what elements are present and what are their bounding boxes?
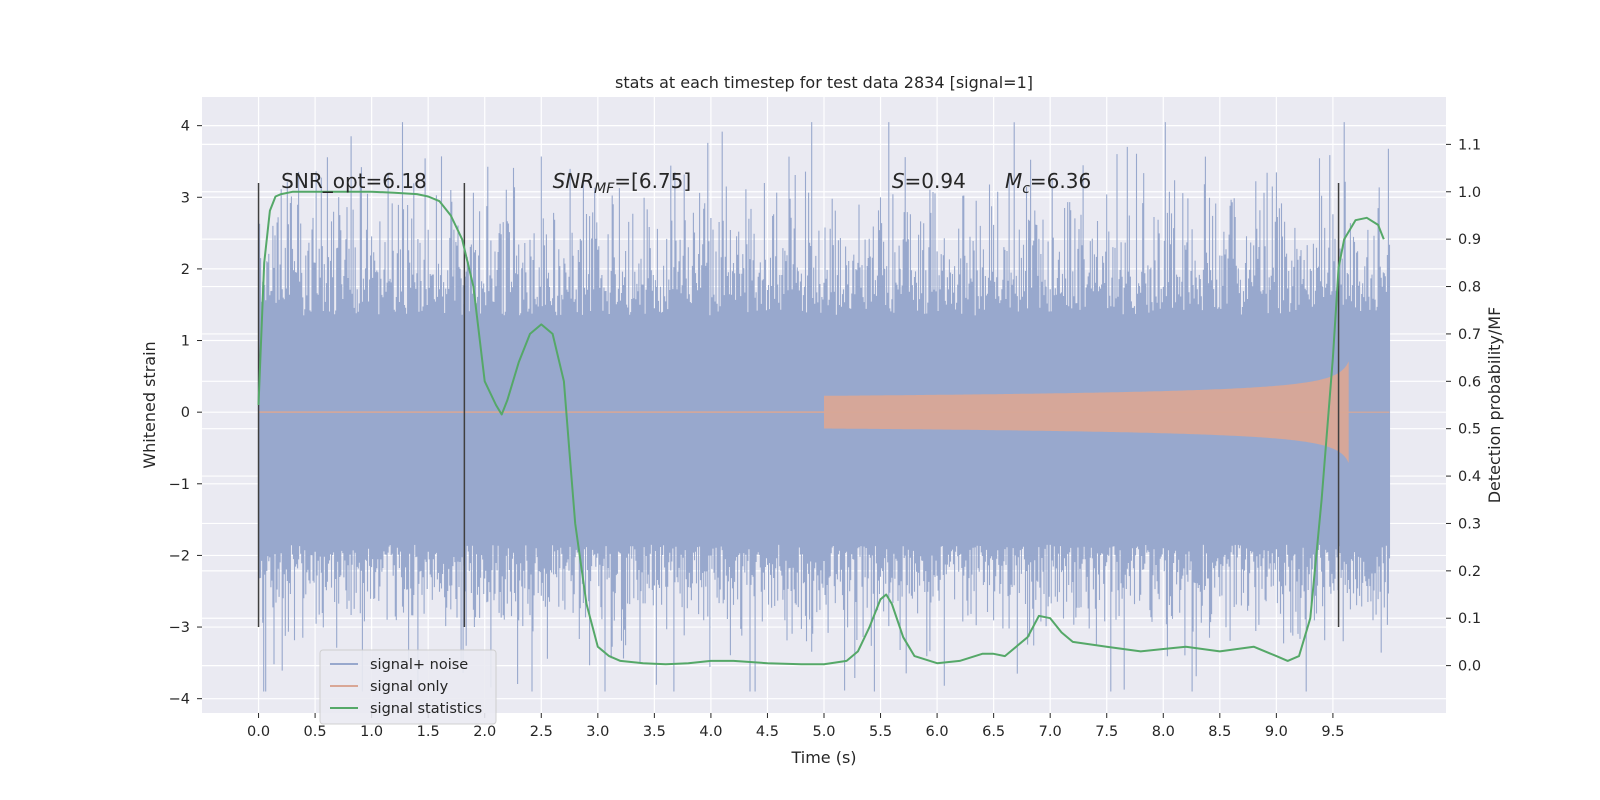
x-tick-label: 3.5 [643,724,666,740]
y-axis-left: 4 3 2 1 0 −1 −2 −3 −4 [169,119,202,708]
x-tick-label: 5.0 [812,724,835,740]
x-tick-label: 1.0 [360,724,383,740]
y-axis-right-label: Detection probability/MF [1485,307,1504,504]
y-axis-right: 1.1 1.0 0.9 0.8 0.7 0.6 0.5 0.4 0.3 0.2 0.1 0.0 [1446,137,1481,675]
y-right-tick-label: 0.4 [1458,469,1481,485]
x-tick-label: 6.5 [982,724,1005,740]
x-tick-label: 5.5 [869,724,892,740]
chart-title: stats at each timestep for test data 283… [615,73,1033,92]
y-right-tick-label: 0.3 [1458,516,1481,532]
y-tick-label: 2 [181,262,190,278]
x-tick-label: 3.0 [586,724,609,740]
y-right-tick-label: 0.5 [1458,422,1481,438]
y-right-tick-label: 1.1 [1458,137,1481,153]
legend-label: signal only [370,679,449,695]
annotations: SNR_opt=6.18 SNRMF=[6.75] S=0.94 Mc=6.36 [281,169,1091,197]
x-tick-label: 9.5 [1321,724,1344,740]
y-tick-label: 0 [181,405,190,421]
annotation-4: Mc=6.36 [1005,169,1091,197]
signal-only-series [258,361,1390,463]
y-right-tick-label: 0.7 [1458,327,1481,343]
signal-statistics-series [257,190,1385,666]
x-tick-label: 2.0 [473,724,496,740]
x-tick-label: 6.0 [926,724,949,740]
x-axis-label: Time (s) [790,748,856,767]
y-right-tick-label: 0.9 [1458,232,1481,248]
y-right-tick-label: 1.0 [1458,185,1481,201]
y-tick-label: 1 [181,334,190,350]
annotation-3: S=0.94 [892,169,966,193]
y-right-tick-label: 0.1 [1458,611,1481,627]
x-tick-label: 9.0 [1265,724,1288,740]
y-tick-label: −4 [169,692,190,708]
legend-label: signal statistics [370,701,482,717]
x-tick-label: 4.5 [756,724,779,740]
x-tick-label: 0.5 [304,724,327,740]
y-right-tick-label: 0.8 [1458,280,1481,296]
y-tick-label: 4 [181,119,190,135]
y-tick-label: −1 [169,477,190,493]
x-tick-label: 0.0 [247,724,270,740]
y-axis-label: Whitened strain [140,341,159,468]
x-tick-label: 4.0 [699,724,722,740]
signal-statistics-line [257,190,1385,666]
legend: signal+ noise signal only signal statistic… [319,649,497,725]
x-axis: 0.0 0.5 1.0 1.5 2.0 2.5 3.0 3.5 4.0 4.5 5.0 5.5 6.0 6… [247,713,1344,740]
legend-frame [319,649,497,725]
y-right-tick-label: 0.2 [1458,564,1481,580]
y-right-tick-label: 0.0 [1458,659,1481,675]
x-tick-label: 1.5 [417,724,440,740]
x-tick-label: 2.5 [530,724,553,740]
x-tick-label: 7.0 [1039,724,1062,740]
y-tick-label: −3 [169,620,190,636]
y-tick-label: 3 [181,190,190,206]
annotation-1: SNR_opt=6.18 [281,169,427,193]
legend-label: signal+ noise [370,657,468,673]
y-tick-label: −2 [169,548,190,564]
annotation-2: SNRMF=[6.75] [553,169,692,197]
x-tick-label: 8.5 [1208,724,1231,740]
x-tick-label: 7.5 [1095,724,1118,740]
x-tick-label: 8.0 [1152,724,1175,740]
y-right-tick-label: 0.6 [1458,374,1481,390]
